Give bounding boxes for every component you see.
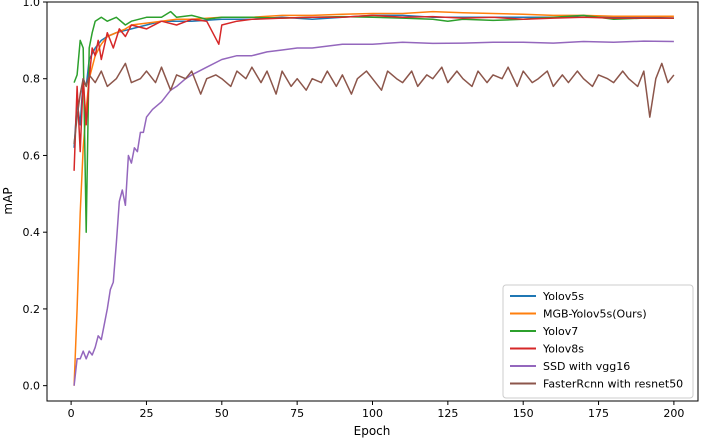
legend-entry: SSD with vgg16 (543, 360, 630, 373)
y-tick-label: 0.2 (23, 303, 41, 316)
x-tick-label: 25 (139, 407, 153, 420)
x-tick-label: 200 (663, 407, 684, 420)
series-line-4 (73, 40, 674, 386)
legend-entry: MGB-Yolov5s(Ours) (543, 308, 647, 321)
legend-entry: Yolov5s (542, 290, 584, 303)
x-tick-label: 0 (68, 407, 75, 420)
legend-entry: Yolov8s (542, 343, 584, 356)
legend-box (502, 284, 694, 399)
series-line-5 (73, 62, 675, 145)
y-axis: 0.0 0.2 0.4 0.6 0.8 1.0 (23, 0, 47, 393)
y-axis-title: mAP (1, 187, 15, 214)
x-tick-label: 175 (588, 407, 609, 420)
y-tick-label: 0.8 (23, 73, 41, 86)
x-tick-label: 50 (215, 407, 229, 420)
legend: Yolov5s MGB-Yolov5s(Ours) Yolov7 Yolov8s SSD… (502, 284, 694, 399)
legend-entry: FasterRcnn with resnet50 (543, 378, 683, 391)
y-tick-label: 0.4 (23, 226, 41, 239)
x-tick-label: 100 (362, 407, 383, 420)
y-tick-label: 0.6 (23, 149, 41, 162)
y-tick-label: 1.0 (23, 0, 41, 9)
x-tick-label: 125 (437, 407, 458, 420)
series-line-3 (73, 14, 674, 171)
x-axis-title: Epoch (354, 424, 391, 438)
x-axis: 0 25 50 75 100 125 150 175 200 (68, 401, 684, 420)
y-tick-label: 0.0 (23, 380, 41, 393)
x-tick-label: 75 (290, 407, 304, 420)
x-tick-label: 150 (513, 407, 534, 420)
series-layer (73, 10, 675, 386)
legend-entry: Yolov7 (542, 325, 578, 338)
